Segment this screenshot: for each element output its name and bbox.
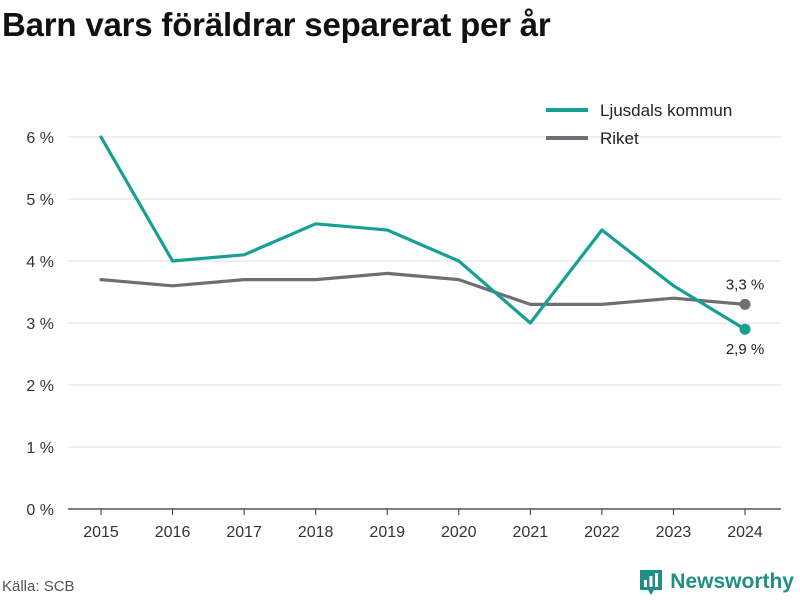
x-tick-label: 2022 [584,524,620,541]
y-tick-label: 0 % [26,502,54,519]
grid-lines [68,136,781,510]
x-tick-label: 2019 [369,524,405,541]
x-tick-label: 2015 [83,524,119,541]
legend: Ljusdals kommun Riket [546,101,732,148]
y-tick-label: 5 % [26,192,54,209]
y-tick-label: 4 % [26,254,54,271]
x-tick-label: 2016 [155,524,191,541]
y-axis-ticks: 0 % 1 % 2 % 3 % 4 % 5 % 6 % [26,130,54,519]
x-tick-label: 2023 [656,524,692,541]
y-tick-label: 3 % [26,316,54,333]
end-point-ljusdals-kommun [739,323,751,335]
series-line-ljusdals-kommun [99,135,747,331]
legend-label-ljusdals-kommun: Ljusdals kommun [600,101,732,120]
x-tick-label: 2018 [298,524,334,541]
end-label-ljusdals-kommun: 2,9 % [726,341,764,358]
end-label-riket: 3,3 % [726,276,764,293]
brand-name: Newsworthy [670,570,794,593]
x-axis: 2015 2016 2017 2018 2019 2020 2021 2022 2023 2024 [83,509,763,541]
y-tick-label: 6 % [26,130,54,147]
chart-title: Barn vars föräldrar separerat per år [2,6,551,43]
legend-label-riket: Riket [600,129,639,148]
series-lines: 3,3 % 2,9 % [99,135,764,358]
series-line-riket [99,271,747,306]
x-tick-label: 2017 [226,524,262,541]
end-point-riket [739,298,751,310]
source-note: Källa: SCB [2,578,75,595]
brand-logo: Newsworthy [638,568,794,596]
x-tick-label: 2020 [441,524,477,541]
y-tick-label: 2 % [26,378,54,395]
x-tick-label: 2021 [513,524,549,541]
x-tick-label: 2024 [727,524,763,541]
y-tick-label: 1 % [26,440,54,457]
newsworthy-logo-icon [640,570,663,595]
